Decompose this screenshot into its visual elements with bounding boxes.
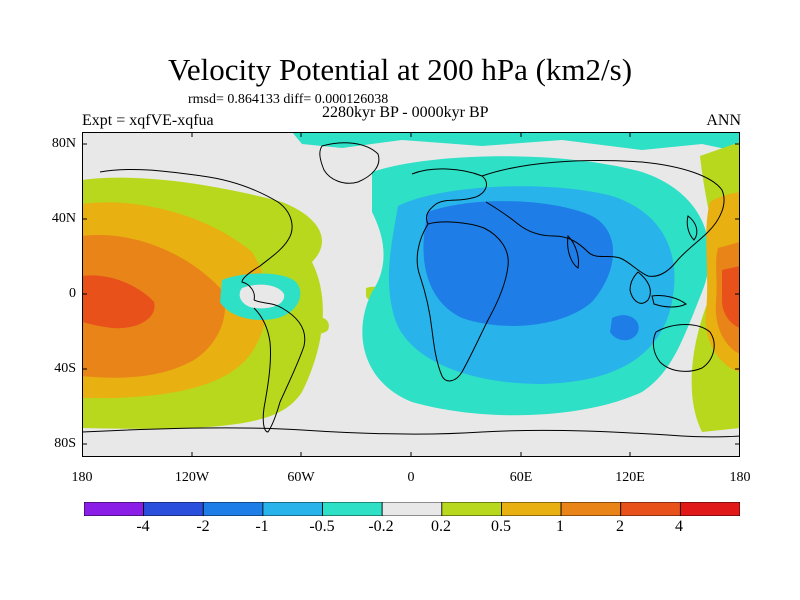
colorbar-label: -0.2 — [368, 518, 394, 535]
colorbar-label: 0.5 — [491, 518, 511, 535]
lon-label-120w: 120W — [174, 470, 210, 485]
contour-pacific-red — [82, 275, 155, 329]
colorbar-swatch — [381, 502, 443, 516]
rmsd-diff-stats: rmsd= 0.864133 diff= 0.000126038 — [188, 92, 389, 107]
colorbar-label: -2 — [196, 518, 210, 535]
lon-label-180-west: 180 — [71, 470, 93, 485]
colorbar — [84, 502, 740, 516]
contour-central-america-white — [239, 284, 285, 309]
contour-arctic-teal — [292, 132, 740, 152]
colorbar-swatch — [501, 502, 562, 516]
colorbar-label: 4 — [675, 518, 683, 535]
lat-label-0: 0 — [69, 286, 76, 301]
contour-afro-blue — [423, 201, 614, 326]
lat-label-40s: 40S — [54, 361, 76, 376]
colorbar-swatch — [262, 502, 323, 516]
season-label: ANN — [706, 112, 741, 129]
colorbar-swatch — [620, 502, 681, 516]
contour-fill — [82, 132, 740, 457]
lat-label-40n: 40N — [51, 211, 76, 226]
colorbar-label: 1 — [556, 518, 564, 535]
coastline-greenland — [319, 142, 380, 184]
colorbar-swatch — [560, 502, 622, 516]
colorbar-swatch — [322, 502, 383, 516]
coastline-japan — [686, 215, 698, 241]
lon-label-120e: 120E — [615, 470, 645, 485]
colorbar-label: -1 — [255, 518, 269, 535]
coastline-south-america — [253, 299, 306, 433]
coastlines — [82, 142, 740, 438]
colorbar-swatch — [441, 502, 502, 516]
coastline-north-america — [99, 168, 293, 301]
page-title: Velocity Potential at 200 hPa (km2/s) — [167, 52, 633, 87]
coastline-africa — [416, 221, 509, 382]
colorbar-swatch — [84, 502, 145, 516]
contour-east-edge-red — [722, 266, 740, 328]
colorbar-label: -4 — [136, 518, 150, 535]
coastline-southeast-asia — [629, 271, 651, 304]
coastline-antarctica — [82, 427, 740, 438]
coastline-europe — [411, 168, 487, 225]
colorbar-label: 0.2 — [431, 518, 451, 535]
coastline-asia — [481, 160, 725, 277]
velocity-potential-map — [82, 132, 740, 457]
lon-label-0: 0 — [407, 470, 415, 485]
coastline-australia — [652, 324, 715, 372]
colorbar-swatch — [202, 502, 264, 516]
lon-label-60w: 60W — [287, 470, 315, 485]
colorbar-label: 2 — [616, 518, 624, 535]
time-period-label: 2280kyr BP - 0000kyr BP — [322, 104, 489, 121]
tick-marks — [82, 132, 740, 457]
coastline-indian-subcontinent — [567, 234, 579, 269]
coastline-maritime-continent — [651, 295, 687, 308]
lat-label-80n: 80N — [51, 136, 76, 151]
colorbar-swatch — [679, 502, 740, 516]
colorbar-swatch — [143, 502, 204, 516]
contour-south-atlantic-green — [308, 316, 329, 334]
lat-label-80s: 80S — [54, 436, 76, 451]
contour-indian-ocean-blue — [610, 315, 639, 341]
colorbar-label: -0.5 — [309, 518, 335, 535]
lon-label-180-east: 180 — [729, 470, 751, 485]
lon-label-60e: 60E — [509, 470, 533, 485]
experiment-label: Expt = xqfVE-xqfua — [82, 112, 214, 129]
